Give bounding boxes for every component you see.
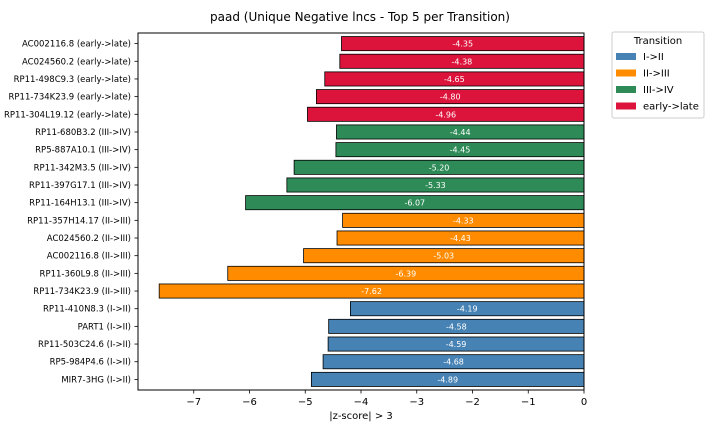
- x-tick-label: −1: [521, 397, 536, 408]
- y-tick-label: AC024560.2 (II->III): [47, 234, 131, 244]
- bar-value-label: -7.62: [361, 287, 382, 296]
- legend-swatch: [616, 102, 636, 110]
- bar-value-label: -4.68: [443, 358, 464, 367]
- y-tick-label: PART1 (I->II): [78, 322, 131, 332]
- bar-value-label: -5.20: [429, 163, 450, 172]
- y-tick-label: RP11-734K23.9 (II->III): [33, 287, 131, 297]
- y-tick-label: RP11-342M3.5 (III->IV): [34, 163, 131, 173]
- bar-value-label: -5.33: [425, 181, 446, 190]
- bar-value-label: -4.35: [452, 40, 473, 49]
- bar-value-label: -6.07: [404, 199, 425, 208]
- x-tick-label: −3: [409, 397, 424, 408]
- x-axis-label: |z-score| > 3: [329, 411, 393, 422]
- legend-entry-label: I->II: [643, 52, 664, 63]
- y-tick-label: RP11-410N8.3 (I->II): [43, 305, 131, 315]
- y-tick-label: RP11-360L9.8 (II->III): [40, 269, 131, 279]
- bar-value-label: -6.39: [396, 269, 417, 278]
- bar-value-label: -4.58: [446, 322, 467, 331]
- x-tick-label: 0: [581, 397, 587, 408]
- x-tick-label: −5: [298, 397, 313, 408]
- x-tick-label: −2: [465, 397, 480, 408]
- legend-swatch: [616, 69, 636, 77]
- x-tick-label: −7: [186, 397, 201, 408]
- bar-value-label: -4.96: [435, 110, 456, 119]
- y-tick-label: RP11-164H13.1 (III->IV): [29, 199, 131, 209]
- y-tick-label: RP11-680B3.2 (III->IV): [35, 128, 131, 138]
- x-tick-label: −4: [354, 397, 369, 408]
- bar-value-label: -4.33: [453, 216, 474, 225]
- legend: Transition I->II II->III III->IV early->late: [611, 31, 705, 119]
- y-tick-label: AC024560.2 (early->late): [22, 57, 131, 67]
- legend-entry-label: early->late: [643, 102, 699, 113]
- chart-title: paad (Unique Negative lncs - Top 5 per T…: [210, 10, 510, 24]
- y-tick-label: RP11-734K23.9 (early->late): [9, 93, 131, 103]
- x-tick-label: −6: [242, 397, 257, 408]
- y-tick-label: MIR7-3HG (I->II): [61, 375, 131, 385]
- legend-entry-label: II->III: [643, 69, 670, 80]
- y-tick-label: RP11-397G17.1 (III->IV): [29, 181, 131, 191]
- y-tick-label: RP11-357H14.17 (II->III): [27, 216, 131, 226]
- bar-value-label: -4.65: [444, 75, 465, 84]
- bar-value-label: -4.59: [446, 340, 467, 349]
- y-tick-label: RP5-984P4.6 (I->II): [50, 358, 131, 368]
- bar-value-label: -4.43: [450, 234, 471, 243]
- plot-frame: [137, 32, 585, 391]
- bar-value-label: -4.80: [440, 93, 461, 102]
- bar-value-label: -4.45: [450, 146, 471, 155]
- bar-value-label: -4.44: [450, 128, 471, 137]
- bar-value-label: -5.03: [433, 252, 454, 261]
- legend-title: Transition: [633, 36, 682, 47]
- bar-value-label: -4.38: [452, 57, 473, 66]
- bar-value-label: -4.19: [457, 305, 478, 314]
- bar-value-label: -4.89: [437, 375, 458, 384]
- legend-entry-label: III->IV: [643, 85, 674, 96]
- y-tick-label: RP5-887A10.1 (III->IV): [35, 146, 131, 156]
- legend-swatch: [616, 53, 636, 60]
- y-tick-label: AC002116.8 (early->late): [22, 40, 131, 50]
- plot-area: -4.35 AC002116.8 (early->late) -4.38 AC0245…: [4, 36, 587, 408]
- y-tick-label: AC002116.8 (II->III): [47, 252, 131, 262]
- legend-swatch: [616, 86, 636, 93]
- y-tick-label: RP11-503C24.6 (I->II): [38, 340, 131, 350]
- y-tick-label: RP11-498C9.3 (early->late): [14, 75, 131, 85]
- y-tick-label: RP11-304L19.12 (early->late): [4, 110, 131, 120]
